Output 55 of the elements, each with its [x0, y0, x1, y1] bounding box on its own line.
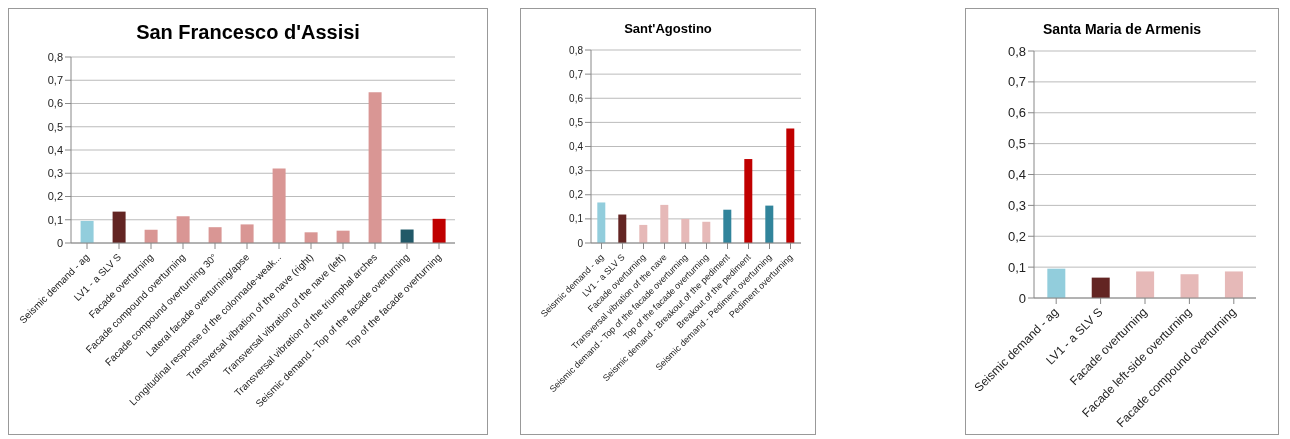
bar	[240, 224, 254, 243]
bar	[1091, 277, 1110, 298]
y-tick-label: 0,4	[569, 141, 584, 153]
bar	[744, 159, 753, 243]
y-tick-label: 0,6	[1007, 105, 1026, 121]
y-tick-label: 0	[577, 237, 584, 249]
bar	[144, 229, 158, 243]
y-tick-label: 0,2	[47, 190, 63, 203]
chart-title: Sant'Agostino	[623, 21, 713, 38]
bar	[1047, 268, 1066, 298]
y-tick-label: 0,1	[47, 213, 63, 226]
bar	[176, 216, 190, 243]
y-tick-label: 0,7	[569, 68, 584, 80]
bar	[432, 218, 446, 243]
bar	[112, 211, 126, 243]
bar	[639, 224, 648, 243]
y-tick-label: 0,8	[1007, 43, 1026, 59]
y-tick-label: 0,6	[569, 92, 584, 104]
y-tick-label: 0	[1018, 290, 1026, 306]
y-tick-label: 0,1	[1007, 259, 1026, 275]
y-tick-label: 0,5	[1007, 136, 1026, 152]
bar	[618, 214, 627, 243]
bar	[80, 220, 94, 243]
y-tick-label: 0,2	[1007, 228, 1026, 244]
y-tick-label: 0,7	[1007, 74, 1026, 90]
bar	[304, 232, 318, 243]
bar	[1136, 271, 1155, 298]
y-tick-label: 0,6	[47, 97, 63, 110]
bar	[765, 205, 774, 243]
y-tick-label: 0,2	[569, 189, 584, 201]
y-tick-label: 0,3	[569, 165, 584, 177]
y-tick-label: 0,4	[47, 143, 63, 156]
bar	[1224, 271, 1243, 298]
bar	[786, 128, 795, 243]
y-tick-label: 0,7	[47, 74, 63, 87]
bar	[597, 202, 606, 243]
y-tick-label: 0,1	[569, 213, 584, 225]
bar	[272, 168, 286, 243]
bar	[660, 204, 669, 243]
chart-title: San Francesco d'Assisi	[135, 21, 361, 45]
bar	[723, 209, 732, 243]
y-tick-label: 0,8	[47, 50, 63, 63]
bar	[681, 218, 690, 243]
bar	[702, 221, 711, 243]
bar	[1180, 274, 1199, 298]
y-tick-label: 0,4	[1007, 167, 1026, 183]
bar	[208, 227, 222, 243]
y-tick-label: 0,3	[47, 167, 63, 180]
y-tick-label: 0,3	[1007, 197, 1026, 213]
y-tick-label: 0,5	[47, 120, 63, 133]
chart-title: Santa Maria de Armenis	[1041, 21, 1203, 39]
y-tick-label: 0,5	[569, 116, 584, 128]
y-tick-label: 0,8	[569, 44, 584, 56]
y-tick-label: 0	[56, 236, 63, 249]
bar	[368, 92, 382, 243]
